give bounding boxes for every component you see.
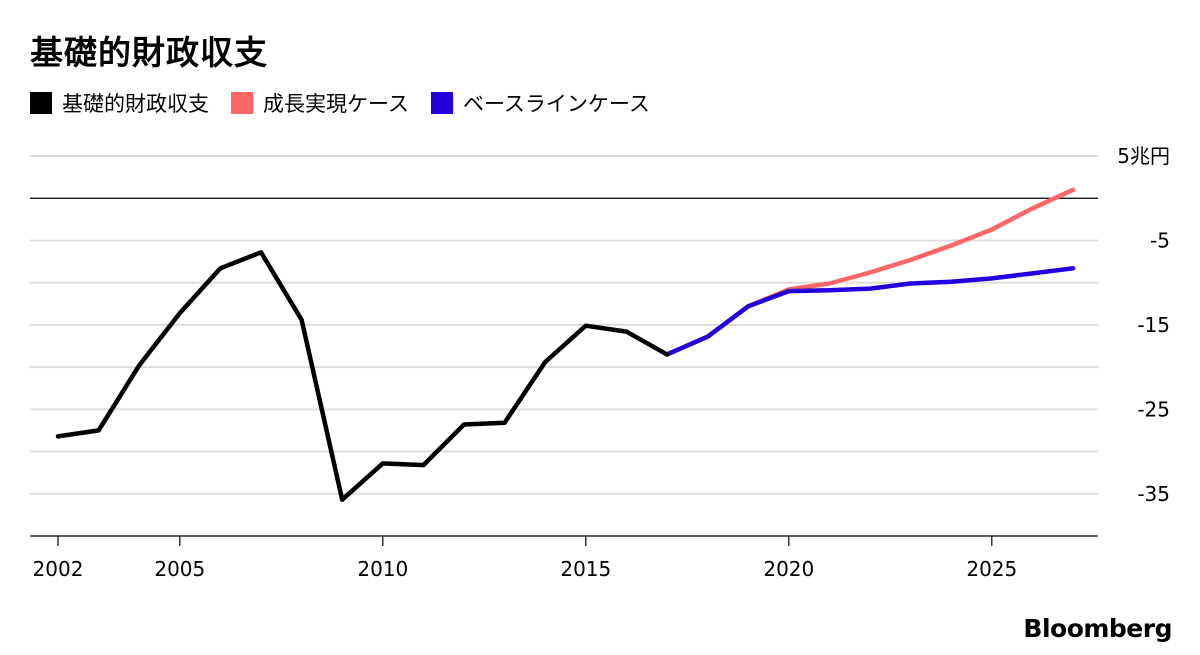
- legend-item-baseline-case: ベースラインケース: [430, 88, 650, 118]
- series-line-0: [55, 250, 670, 502]
- legend-swatch-baseline-case: [430, 92, 453, 114]
- legend-label-primary-balance: 基礎的財政収支: [62, 92, 209, 116]
- x-axis-ticks: 2002 2005 2010 2015 2020 2025: [33, 536, 1017, 581]
- x-tick-label: 2025: [966, 557, 1017, 581]
- x-tick-label: 2020: [763, 557, 814, 581]
- x-tick-label: 2010: [357, 557, 408, 581]
- y-tick-label: -5: [1150, 228, 1170, 252]
- legend-swatch-growth-case: [231, 92, 253, 114]
- gridlines: [30, 155, 1098, 495]
- y-tick-label: -35: [1137, 482, 1170, 506]
- legend-label-baseline-case: ベースラインケース: [462, 92, 650, 116]
- y-tick-label: 5兆円: [1117, 144, 1170, 168]
- source-logo: Bloomberg: [1023, 614, 1172, 643]
- series-line-1: [664, 187, 1076, 357]
- x-tick-label: 2002: [33, 557, 84, 581]
- chart-title: 基礎的財政収支: [30, 33, 268, 72]
- y-tick-label: -25: [1137, 397, 1170, 421]
- legend: 基礎的財政収支 成長実現ケース ベースラインケース: [30, 88, 672, 118]
- y-tick-label: -15: [1137, 313, 1170, 337]
- x-tick-label: 2015: [560, 557, 611, 581]
- legend-item-primary-balance: 基礎的財政収支: [30, 88, 209, 118]
- y-axis-ticks: 5兆円 -5 -15 -25 -35: [1117, 144, 1170, 506]
- series-lines: [55, 187, 1076, 502]
- series-line-2: [664, 266, 1076, 357]
- legend-item-growth-case: 成長実現ケース: [231, 88, 409, 118]
- legend-label-growth-case: 成長実現ケース: [263, 92, 409, 116]
- x-tick-label: 2005: [154, 557, 205, 581]
- legend-swatch-primary-balance: [30, 92, 52, 114]
